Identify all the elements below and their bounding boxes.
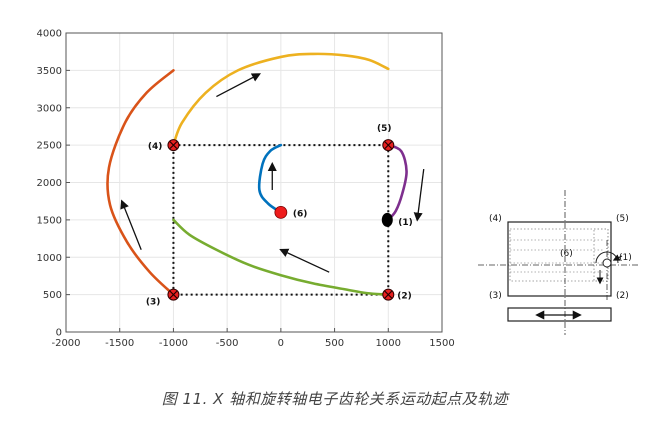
y-tick-label: 0	[56, 328, 62, 339]
point-label: (6)	[293, 209, 308, 219]
series-line-3	[106, 69, 175, 296]
x-tick-label: 0	[278, 338, 284, 349]
x-tick-label: 500	[325, 338, 344, 349]
figure-caption: 图 11. X 轴和旋转轴电子齿轮关系运动起点及轨迹	[161, 390, 509, 408]
y-tick-label: 3000	[37, 103, 62, 114]
series-line-2	[172, 52, 390, 147]
point-label: (3)	[146, 298, 161, 308]
series-line-1	[386, 143, 408, 222]
x-tick-label: -1500	[105, 338, 134, 349]
series-line-4	[172, 218, 390, 296]
x-tick-label: -2000	[51, 338, 80, 349]
inset-label: (3)	[489, 291, 502, 301]
point-marker	[381, 212, 393, 227]
point-label: (4)	[148, 142, 163, 152]
y-tick-label: 2000	[37, 178, 62, 189]
inset-rotary-axis	[602, 258, 612, 268]
point-cross	[384, 290, 393, 299]
inset-dotted-rect	[593, 228, 609, 282]
y-tick-label: 2500	[37, 141, 62, 152]
inset-machine-frame	[507, 221, 612, 297]
inset-label: (2)	[616, 291, 629, 301]
point-cross	[169, 141, 178, 150]
x-tick-label: 1000	[376, 338, 401, 349]
direction-arrow	[413, 168, 425, 222]
inset-label: (5)	[616, 214, 629, 224]
inset-label: (6)	[560, 249, 573, 259]
inset-label: (1)	[619, 253, 632, 263]
direction-arrow	[279, 248, 330, 273]
point-label: (1)	[398, 218, 413, 228]
point-cross	[169, 290, 178, 299]
inset-arrow	[612, 254, 623, 261]
x-tick-label: 1500	[429, 338, 454, 349]
y-tick-label: 1500	[37, 215, 62, 226]
inset-label: (4)	[489, 214, 502, 224]
y-tick-label: 4000	[37, 29, 62, 40]
x-tick-label: -500	[216, 338, 239, 349]
direction-arrow	[216, 73, 261, 98]
series-line-5	[257, 143, 283, 214]
point-label: (5)	[377, 124, 392, 134]
dotted-rectangle	[172, 144, 390, 296]
inset-diagram: (4) (5) (6) (1) (3) (2)	[478, 190, 640, 335]
y-tick-label: 3500	[37, 66, 62, 77]
direction-arrow	[120, 199, 142, 251]
x-tick-label: -1000	[159, 338, 188, 349]
y-tick-label: 500	[43, 290, 62, 301]
plot-area: -2000 -1500 -1000 -500 0 500 1000 1500 0 500 1000 1…	[37, 29, 455, 350]
point-marker	[274, 205, 288, 219]
point-cross	[384, 141, 393, 150]
y-tick-label: 1000	[37, 253, 62, 264]
point-label: (2)	[397, 292, 412, 302]
